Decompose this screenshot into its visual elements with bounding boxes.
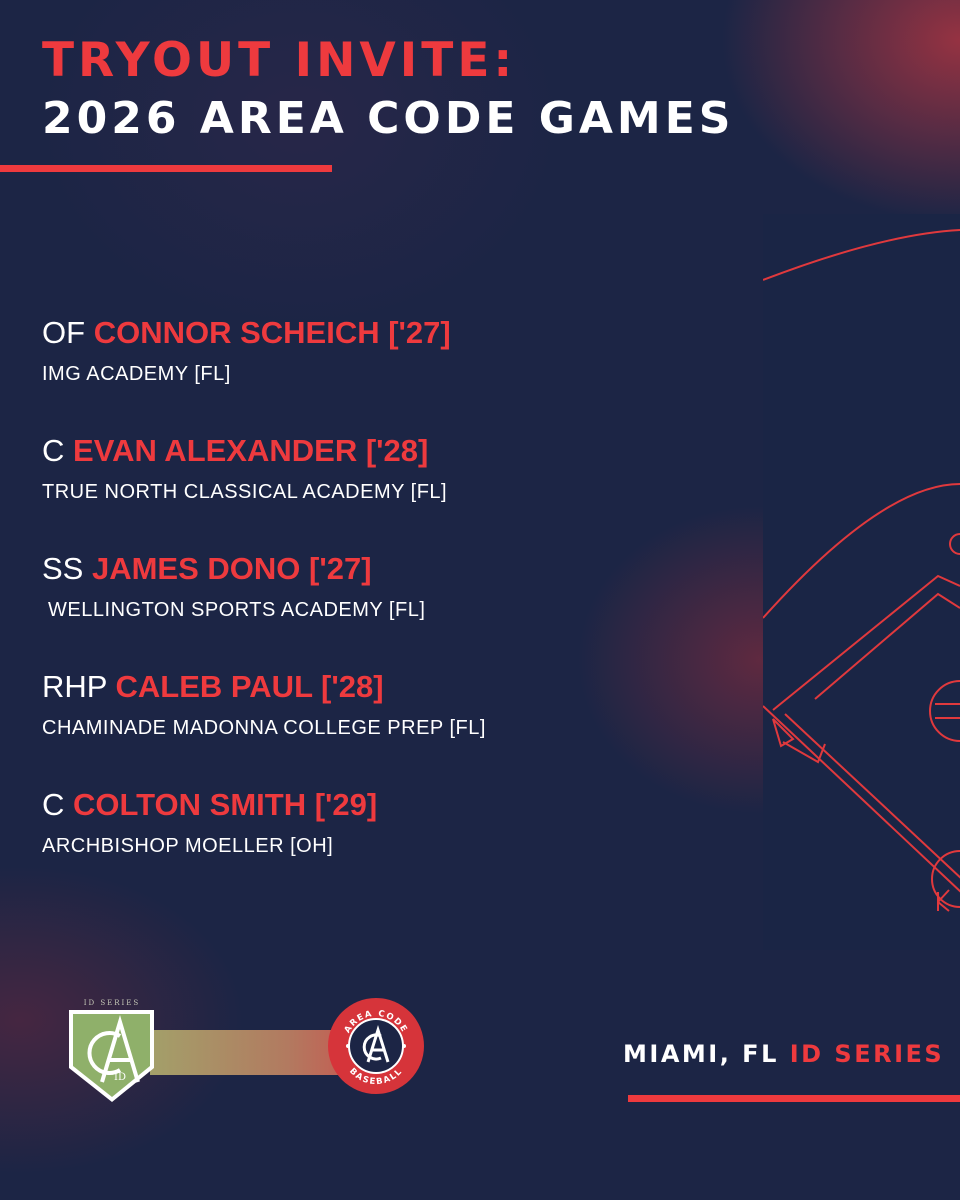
title-tryout-invite: TRYOUT INVITE: (42, 33, 517, 88)
series-label: ID SERIES (789, 1040, 945, 1068)
header: TRYOUT INVITE: 2026 AREA CODE GAMES (42, 34, 734, 146)
player-list: OF CONNOR SCHEICH ['27] IMG ACADEMY [FL]… (42, 314, 602, 904)
player-item: RHP CALEB PAUL ['28] CHAMINADE MADONNA C… (42, 668, 602, 786)
player-heading: C COLTON SMITH ['29] (42, 786, 602, 824)
player-school: WELLINGTON SPORTS ACADEMY [FL] (42, 599, 426, 621)
title-event: 2026 AREA CODE GAMES (42, 93, 735, 144)
player-school: TRUE NORTH CLASSICAL ACADEMY [FL] (42, 481, 448, 503)
player-name: CALEB PAUL ['28] (115, 669, 384, 704)
player-heading: C EVAN ALEXANDER ['28] (42, 432, 602, 470)
player-position: OF (42, 315, 86, 350)
player-position: C (42, 787, 65, 822)
player-item: SS JAMES DONO ['27] WELLINGTON SPORTS AC… (42, 550, 602, 668)
player-school: CHAMINADE MADONNA COLLEGE PREP [FL] (42, 717, 486, 739)
player-name: JAMES DONO ['27] (91, 551, 372, 586)
footer-location: MIAMI, FL ID SERIES (623, 1040, 944, 1068)
player-name: EVAN ALEXANDER ['28] (73, 433, 429, 468)
logo-group: ID SERIES ID AREA CODE BASEBALL (62, 998, 442, 1108)
player-item: C EVAN ALEXANDER ['28] TRUE NORTH CLASSI… (42, 432, 602, 550)
player-item: OF CONNOR SCHEICH ['27] IMG ACADEMY [FL] (42, 314, 602, 432)
area-code-baseball-logo-icon: AREA CODE BASEBALL (328, 998, 424, 1094)
player-heading: SS JAMES DONO ['27] (42, 550, 602, 588)
player-school: ARCHBISHOP MOELLER [OH] (42, 835, 334, 857)
player-name: COLTON SMITH ['29] (73, 787, 378, 822)
accent-bar-top (0, 165, 332, 172)
id-series-badge-text: ID (114, 1072, 126, 1083)
player-school: IMG ACADEMY [FL] (42, 363, 231, 385)
baseball-field-diagram-icon (763, 214, 960, 950)
id-series-logo-text: ID SERIES (84, 999, 140, 1007)
player-heading: RHP CALEB PAUL ['28] (42, 668, 602, 706)
player-name: CONNOR SCHEICH ['27] (93, 315, 451, 350)
accent-bar-bottom (628, 1095, 960, 1102)
location-city: MIAMI, FL (623, 1040, 779, 1068)
player-heading: OF CONNOR SCHEICH ['27] (42, 314, 602, 352)
player-position: SS (42, 551, 84, 586)
id-series-logo-icon: ID SERIES ID (69, 999, 154, 1102)
player-position: RHP (42, 669, 107, 704)
player-item: C COLTON SMITH ['29] ARCHBISHOP MOELLER … (42, 786, 602, 904)
player-position: C (42, 433, 65, 468)
